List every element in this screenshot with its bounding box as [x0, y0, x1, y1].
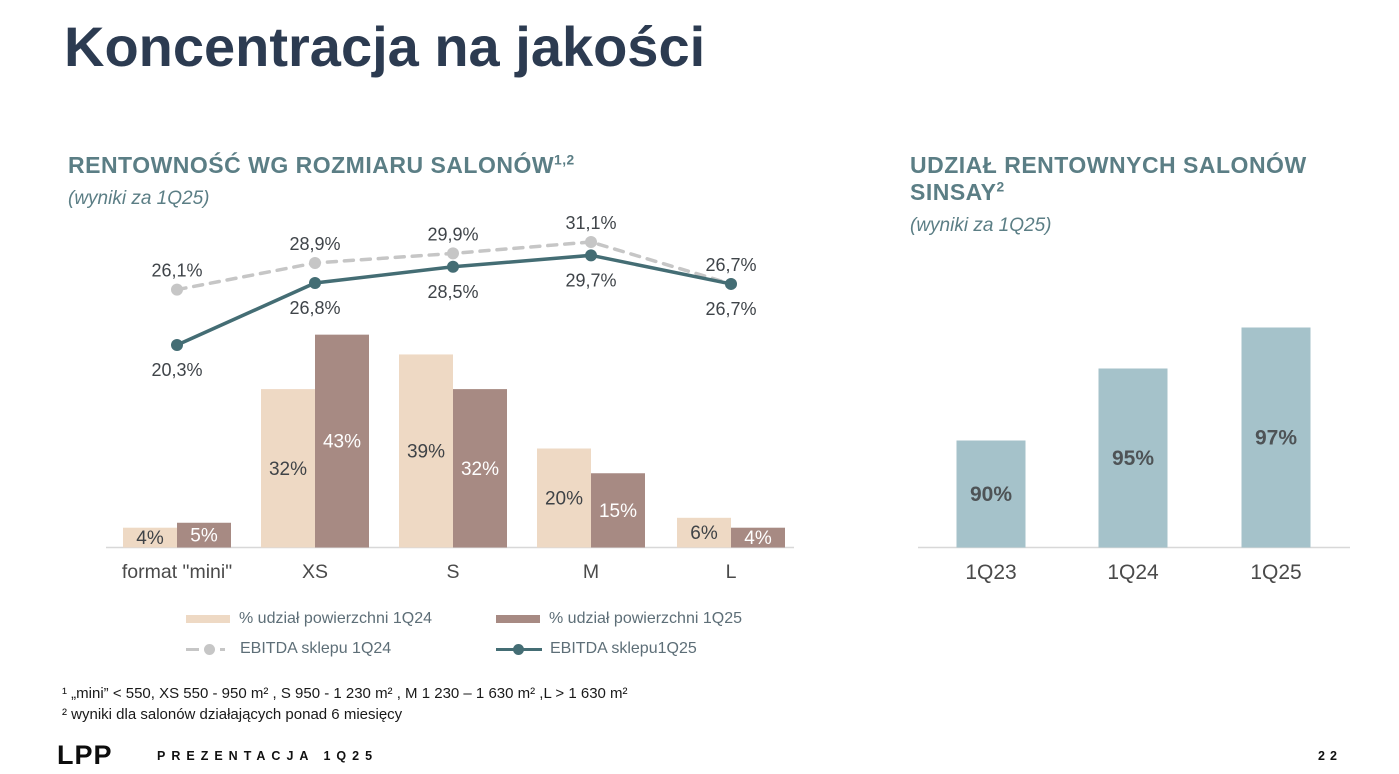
- lpp-logo: LPP: [57, 740, 113, 770]
- left-chart-legend: % udział powierzchni 1Q24 % udział powie…: [186, 604, 806, 664]
- legend-row-lines: EBITDA sklepu 1Q24 EBITDA sklepu1Q25: [186, 634, 806, 664]
- page-title: Koncentracja na jakości: [64, 15, 706, 78]
- line-label: 26,7%: [705, 255, 756, 275]
- bar-label: 4%: [136, 528, 164, 549]
- right-chart-subtitle: (wyniki za 1Q25): [910, 215, 1052, 236]
- line-marker: [447, 260, 459, 273]
- bar-1Q23: [956, 440, 1026, 548]
- line-label: 31,1%: [565, 213, 616, 233]
- line-marker: [447, 247, 459, 260]
- legend-row-bars: % udział powierzchni 1Q24 % udział powie…: [186, 604, 806, 634]
- bar-label: 4%: [744, 528, 772, 549]
- bar-1q25-3: [591, 473, 645, 548]
- line-marker: [585, 249, 597, 262]
- legend-dashed-line-glyph: [186, 643, 232, 655]
- right-chart-title-footnote-ref: 2: [996, 179, 1005, 195]
- line-marker: [585, 235, 597, 248]
- footnotes: ¹ „mini” < 550, XS 550 - 950 m² , S 950 …: [62, 683, 628, 725]
- legend-item-area-1q25: % udział powierzchni 1Q25: [496, 610, 742, 628]
- legend-swatch-area-1q25: [496, 615, 540, 623]
- category-label: M: [583, 561, 599, 583]
- line-label: 29,7%: [565, 270, 616, 290]
- bar-1q24-4: [677, 517, 731, 548]
- line-label: 28,9%: [289, 234, 340, 254]
- legend-label-ebitda-1q24: EBITDA sklepu 1Q24: [240, 640, 392, 657]
- bar-label: 32%: [269, 459, 307, 480]
- legend-item-area-1q24: % udział powierzchni 1Q24: [186, 610, 496, 628]
- category-label: format "mini": [122, 561, 232, 583]
- line-marker: [171, 339, 183, 351]
- legend-item-ebitda-1q24: EBITDA sklepu 1Q24: [186, 640, 496, 658]
- bar-1Q25: [1241, 327, 1311, 548]
- left-chart-title: RENTOWNOŚĆ WG ROZMIARU SALONÓW1,2: [68, 152, 575, 179]
- bar-1q25-0: [177, 522, 231, 548]
- footnote-2: ² wyniki dla salonów działających ponad …: [62, 706, 403, 723]
- page-number: 22: [1318, 749, 1342, 763]
- left-chart-title-footnote-ref: 1,2: [554, 152, 575, 168]
- bar-1q24-2: [399, 354, 453, 548]
- profitability-by-store-size-chart: 4% 32% 39% 20% 6% 5% 43% 32% 15% 4% 26,1% 28,9% 29,9…: [106, 213, 794, 583]
- footnote-1: ¹ „mini” < 550, XS 550 - 950 m² , S 950 …: [62, 685, 628, 702]
- line-marker: [309, 276, 321, 289]
- right-chart-title-text: UDZIAŁ RENTOWNYCH SALONÓW SINSAY: [910, 152, 1307, 205]
- line-label: 26,1%: [151, 261, 202, 281]
- line-label: 20,3%: [151, 360, 202, 380]
- category-label: XS: [302, 561, 328, 583]
- legend-solid-line-glyph: [496, 643, 542, 655]
- bar-label: 15%: [599, 501, 637, 522]
- bar-1q24-1: [261, 389, 315, 548]
- line-label: 26,8%: [289, 298, 340, 318]
- line-label: 29,9%: [427, 224, 478, 244]
- bar-label: 20%: [545, 489, 583, 510]
- bar-label: 90%: [970, 483, 1012, 506]
- bar-label: 32%: [461, 459, 499, 480]
- bar-1q24-0: [123, 527, 177, 548]
- legend-swatch-area-1q24: [186, 615, 230, 623]
- bar-label: 5%: [190, 526, 218, 547]
- footer-presentation-label: PREZENTACJA 1Q25: [157, 749, 379, 763]
- bar-label: 95%: [1112, 447, 1154, 470]
- left-chart-title-text: RENTOWNOŚĆ WG ROZMIARU SALONÓW: [68, 152, 555, 178]
- line-label: 28,5%: [427, 282, 478, 302]
- legend-item-ebitda-1q25: EBITDA sklepu1Q25: [496, 640, 697, 658]
- line-marker: [725, 277, 737, 290]
- bar-1q25-4: [731, 527, 785, 548]
- bar-label: 39%: [407, 441, 445, 462]
- legend-label-area-1q25: % udział powierzchni 1Q25: [549, 610, 742, 627]
- category-label: S: [446, 561, 459, 583]
- bar-1Q24: [1098, 368, 1168, 548]
- bar-1q25-2: [453, 389, 507, 548]
- category-label: 1Q23: [965, 561, 1016, 584]
- left-chart-header: RENTOWNOŚĆ WG ROZMIARU SALONÓW1,2 (wynik…: [68, 152, 575, 210]
- right-chart-title: UDZIAŁ RENTOWNYCH SALONÓW SINSAY2: [910, 152, 1399, 206]
- legend-label-ebitda-1q25: EBITDA sklepu1Q25: [550, 640, 697, 657]
- line-marker: [309, 256, 321, 269]
- left-chart-subtitle: (wyniki za 1Q25): [68, 188, 210, 209]
- profitable-sinsay-stores-chart: 90% 1Q23 95% 1Q24 97% 1Q25: [918, 327, 1350, 584]
- bar-label: 43%: [323, 432, 361, 453]
- line-label: 26,7%: [705, 299, 756, 319]
- right-chart-header: UDZIAŁ RENTOWNYCH SALONÓW SINSAY2 (wynik…: [910, 152, 1399, 237]
- category-label: L: [726, 561, 737, 583]
- bar-1q24-3: [537, 448, 591, 548]
- bar-1q25-1: [315, 334, 369, 548]
- bar-label: 6%: [690, 523, 718, 544]
- bar-label: 97%: [1255, 427, 1297, 450]
- line-marker: [171, 283, 183, 296]
- category-label: 1Q24: [1107, 561, 1159, 584]
- category-label: 1Q25: [1250, 561, 1301, 584]
- legend-label-area-1q24: % udział powierzchni 1Q24: [239, 610, 432, 627]
